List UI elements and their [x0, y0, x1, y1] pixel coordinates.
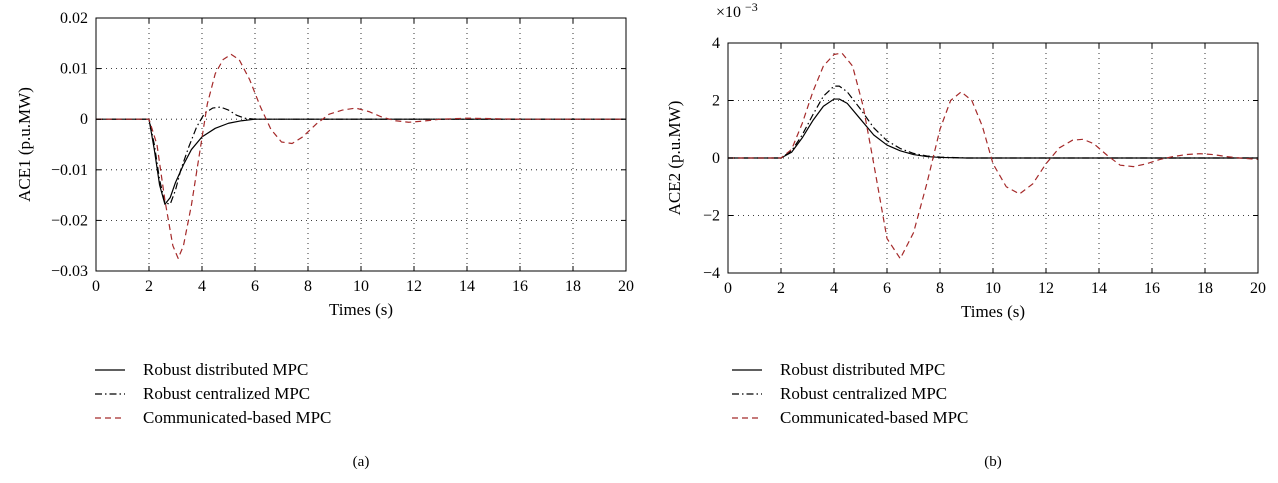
- panel-b: 0 2 4 6 8 10 12 14 16 18 20 −4 −2 0 2 4 Times (s) ACE2 (p…: [665, 0, 1266, 470]
- x-tick-label: 20: [618, 278, 634, 295]
- x-tick-label: 8: [304, 278, 312, 295]
- y-tick-label: 0.02: [60, 10, 88, 27]
- x-tick-label: 16: [512, 278, 528, 295]
- panel-label: (a): [353, 454, 370, 470]
- x-tick-label: 16: [1144, 280, 1160, 297]
- x-axis-label: Times (s): [961, 302, 1025, 321]
- y-axis-label: ACE2 (p.u.MW): [665, 101, 684, 216]
- y-tick-label: 0.01: [60, 61, 88, 78]
- x-tick-label: 14: [459, 278, 475, 295]
- y-tick-label: −0.03: [51, 263, 88, 280]
- y-tick-label: −2: [703, 208, 720, 225]
- y-tick-label: 2: [712, 93, 720, 110]
- panel-a: 0 2 4 6 8 10 12 14 16 18 20 −0.03 −0.02 −0.01 0 0.01 0.0…: [15, 10, 634, 470]
- x-tick-label: 20: [1250, 280, 1266, 297]
- x-tick-label: 0: [92, 278, 100, 295]
- legend-label-3: Communicated-based MPC: [143, 408, 331, 427]
- series-line-2: [96, 106, 626, 205]
- x-tick-label: 10: [985, 280, 1001, 297]
- x-axis-label: Times (s): [329, 300, 393, 319]
- legend-label-2: Robust centralized MPC: [780, 384, 947, 403]
- x-tick-label: 6: [883, 280, 891, 297]
- x-tick-label: 10: [353, 278, 369, 295]
- x-tick-label: 4: [830, 280, 838, 297]
- y-tick-label: 0: [80, 111, 88, 128]
- x-tick-label: 18: [1197, 280, 1213, 297]
- legend-label-2: Robust centralized MPC: [143, 384, 310, 403]
- x-tick-label: 4: [198, 278, 206, 295]
- panel-label: (b): [984, 454, 1002, 470]
- y-scale-multiplier: ×10: [716, 4, 741, 21]
- y-scale-exponent: −3: [745, 0, 758, 14]
- series-line-1: [96, 118, 626, 205]
- y-tick-label: 0: [712, 150, 720, 167]
- legend-label-1: Robust distributed MPC: [780, 360, 945, 379]
- x-tick-label: 6: [251, 278, 259, 295]
- x-tick-label: 18: [565, 278, 581, 295]
- x-tick-label: 8: [936, 280, 944, 297]
- x-tick-label: 2: [777, 280, 785, 297]
- y-axis-label: ACE1 (p.u.MW): [15, 87, 34, 202]
- series-line-2: [728, 85, 1258, 159]
- x-tick-label: 2: [145, 278, 153, 295]
- legend-label-3: Communicated-based MPC: [780, 408, 968, 427]
- x-tick-label: 12: [1038, 280, 1054, 297]
- y-tick-label: 4: [712, 35, 720, 52]
- x-tick-label: 12: [406, 278, 422, 295]
- y-tick-label: −0.01: [51, 162, 88, 179]
- x-tick-label: 0: [724, 280, 732, 297]
- y-tick-label: −4: [703, 265, 720, 282]
- legend-label-1: Robust distributed MPC: [143, 360, 308, 379]
- series-line-3: [96, 53, 626, 259]
- x-tick-label: 14: [1091, 280, 1107, 297]
- y-tick-label: −0.02: [51, 212, 88, 229]
